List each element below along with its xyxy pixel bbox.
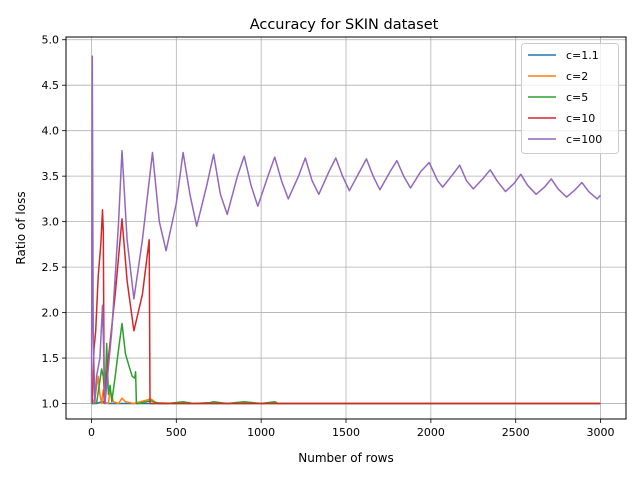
legend-label: c=5 xyxy=(566,91,588,104)
x-axis-label: Number of rows xyxy=(298,451,393,465)
y-tick-label: 1.5 xyxy=(42,352,60,365)
y-tick-label: 1.0 xyxy=(42,398,60,411)
x-tick-label: 1500 xyxy=(332,426,360,439)
y-tick-label: 2.0 xyxy=(42,307,60,320)
legend-box xyxy=(521,43,619,154)
x-axis: 0 500 1000 1500 2000 2500 3000 xyxy=(88,419,615,439)
series-line-c=100 xyxy=(90,55,602,405)
series-line-c=10 xyxy=(90,209,601,405)
y-tick-label: 3.0 xyxy=(42,216,60,229)
x-tick-label: 0 xyxy=(88,426,95,439)
x-tick-label: 500 xyxy=(166,426,187,439)
legend-label: c=2 xyxy=(566,70,588,83)
series-layer xyxy=(90,55,602,405)
y-axis-label: Ratio of loss xyxy=(14,191,28,264)
y-tick-label: 5.0 xyxy=(42,34,60,47)
y-axis: 1.0 1.5 2.0 2.5 3.0 3.5 4.0 4.5 5.0 xyxy=(42,34,66,411)
x-tick-label: 2000 xyxy=(417,426,445,439)
y-tick-label: 2.5 xyxy=(42,261,60,274)
x-tick-label: 3000 xyxy=(587,426,615,439)
y-tick-label: 4.0 xyxy=(42,125,60,138)
chart-title: Accuracy for SKIN dataset xyxy=(250,17,439,33)
legend: c=1.1 c=2 c=5 c=10 c=100 xyxy=(521,43,619,154)
y-tick-label: 4.5 xyxy=(42,79,60,92)
y-tick-label: 3.5 xyxy=(42,170,60,183)
legend-label: c=100 xyxy=(566,133,602,146)
legend-label: c=10 xyxy=(566,112,595,125)
legend-label: c=1.1 xyxy=(566,49,599,62)
x-tick-label: 1000 xyxy=(247,426,275,439)
x-tick-label: 2500 xyxy=(502,426,530,439)
